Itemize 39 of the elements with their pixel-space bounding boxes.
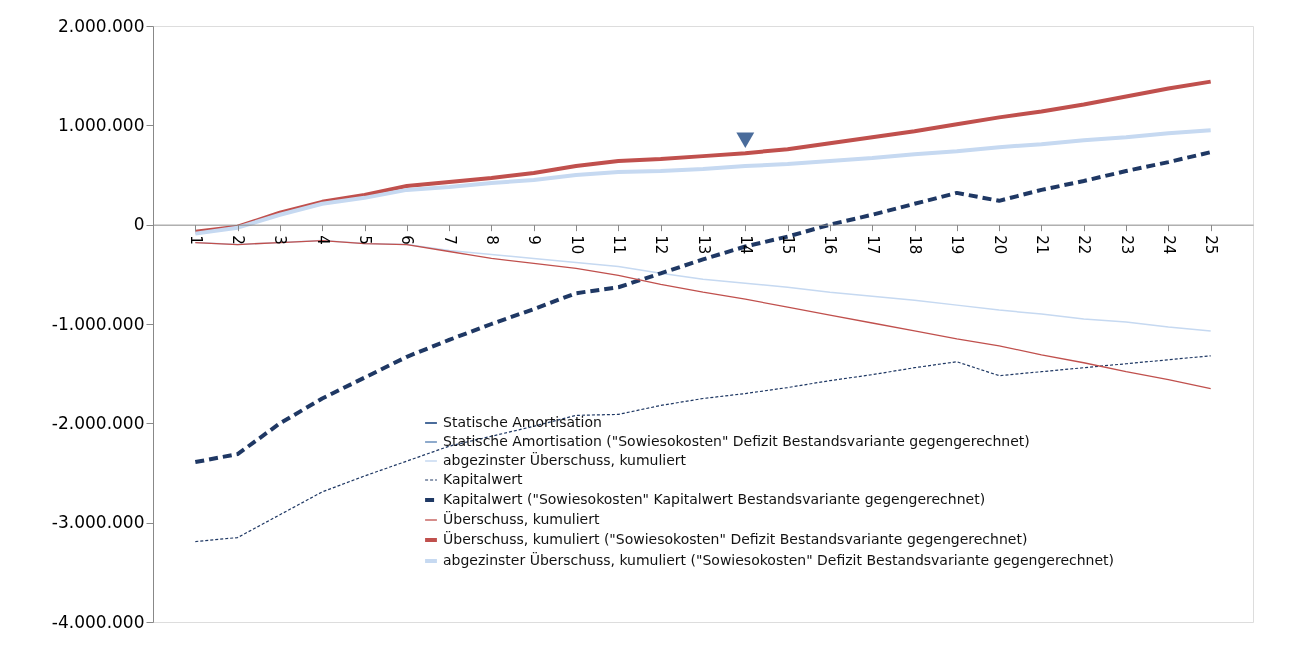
x-tick-label: 22 <box>1075 235 1094 255</box>
legend-label: abgezinster Überschuss, kumuliert <box>443 451 687 468</box>
x-tick-label: 14 <box>736 235 755 255</box>
y-tick-label: -3.000.000 <box>51 512 145 533</box>
y-tick-label: -1.000.000 <box>51 313 145 334</box>
y-tick-label: 0 <box>133 214 145 235</box>
x-tick-label: 7 <box>440 235 459 245</box>
line-series <box>193 128 1213 236</box>
x-tick-label: 10 <box>567 235 586 255</box>
x-tick-label: 8 <box>482 235 501 245</box>
x-tick-label: 20 <box>990 235 1009 255</box>
x-tick-label: 25 <box>1202 235 1221 255</box>
x-tick-label: 6 <box>398 235 417 245</box>
x-tick-label: 9 <box>525 235 544 245</box>
x-tick-label: 1 <box>186 235 205 245</box>
x-tick-label: 11 <box>609 235 628 255</box>
x-tick-label: 4 <box>313 235 332 245</box>
legend-label: Kapitalwert <box>443 471 524 487</box>
legend-label: Überschuss, kumuliert <box>443 510 600 527</box>
y-tick-label: 2.000.000 <box>57 15 145 36</box>
x-tick-label: 17 <box>863 235 882 255</box>
x-tick-label: 13 <box>694 235 713 255</box>
x-tick-label: 12 <box>652 235 671 255</box>
y-tick-label: -4.000.000 <box>51 611 145 632</box>
x-tick-label: 5 <box>356 235 375 245</box>
legend-label: abgezinster Überschuss, kumuliert ("Sowiesokosten" Defizit Bestandsvariante gegengerechnet) <box>443 551 1115 568</box>
x-tick-label: 18 <box>906 235 925 255</box>
x-tick-label: 24 <box>1159 235 1178 255</box>
x-tick-label: 23 <box>1117 235 1136 255</box>
y-tick-label: -2.000.000 <box>51 412 145 433</box>
y-tick-label: 1.000.000 <box>57 114 145 135</box>
x-tick-label: 16 <box>821 235 840 255</box>
x-tick-label: 19 <box>948 235 967 255</box>
legend-label: Überschuss, kumuliert ("Sowiesokosten" Defizit Bestandsvariante gegengerechnet) <box>443 530 1028 547</box>
x-tick-label: 15 <box>779 235 798 255</box>
x-tick-label: 2 <box>229 235 248 245</box>
legend-label: Kapitalwert ("Sowiesokosten" Kapitalwert Bestandsvariante gegengerechnet) <box>443 491 986 507</box>
x-tick-label: 21 <box>1032 235 1051 255</box>
x-tick-label: 3 <box>271 235 290 245</box>
